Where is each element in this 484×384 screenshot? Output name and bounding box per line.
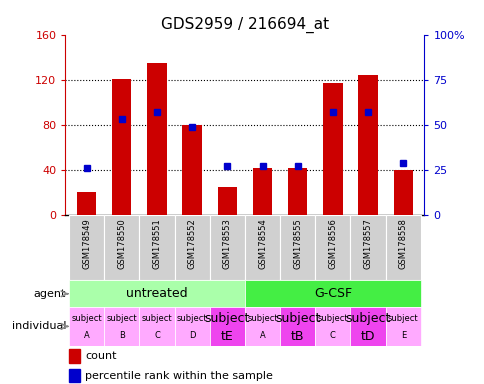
Text: A: A bbox=[84, 331, 89, 341]
Text: B: B bbox=[119, 331, 124, 341]
Bar bbox=[104, 215, 139, 280]
Text: GSM178549: GSM178549 bbox=[82, 218, 91, 269]
Text: GSM178553: GSM178553 bbox=[222, 218, 231, 269]
Bar bbox=[209, 307, 244, 346]
Title: GDS2959 / 216694_at: GDS2959 / 216694_at bbox=[161, 17, 328, 33]
Bar bbox=[244, 280, 420, 307]
Text: tB: tB bbox=[290, 329, 304, 343]
Text: subject: subject bbox=[317, 314, 348, 323]
Text: subject: subject bbox=[345, 312, 390, 325]
Text: tE: tE bbox=[221, 329, 233, 343]
Bar bbox=[280, 215, 315, 280]
Text: GSM178550: GSM178550 bbox=[117, 218, 126, 269]
Text: count: count bbox=[85, 351, 117, 361]
Text: GSM178557: GSM178557 bbox=[363, 218, 372, 269]
Bar bbox=[69, 349, 80, 363]
Text: agent: agent bbox=[34, 289, 66, 299]
Bar bbox=[174, 215, 209, 280]
Bar bbox=[280, 307, 315, 346]
Text: C: C bbox=[154, 331, 160, 341]
Bar bbox=[139, 307, 174, 346]
Bar bbox=[69, 215, 104, 280]
Bar bbox=[358, 75, 377, 215]
Bar bbox=[385, 215, 420, 280]
Text: subject: subject bbox=[71, 314, 102, 323]
Text: subject: subject bbox=[204, 312, 250, 325]
Text: A: A bbox=[259, 331, 265, 341]
Bar bbox=[69, 307, 104, 346]
Bar bbox=[147, 63, 166, 215]
Bar bbox=[217, 187, 237, 215]
Bar bbox=[322, 83, 342, 215]
Text: untreated: untreated bbox=[126, 287, 187, 300]
Text: GSM178556: GSM178556 bbox=[328, 218, 337, 269]
Text: subject: subject bbox=[141, 314, 172, 323]
Text: GSM178558: GSM178558 bbox=[398, 218, 407, 269]
Text: subject: subject bbox=[177, 314, 207, 323]
Bar bbox=[244, 307, 280, 346]
Text: subject: subject bbox=[274, 312, 320, 325]
Text: G-CSF: G-CSF bbox=[313, 287, 351, 300]
Bar bbox=[287, 168, 307, 215]
Text: GSM178551: GSM178551 bbox=[152, 218, 161, 269]
Bar bbox=[139, 215, 174, 280]
Text: GSM178555: GSM178555 bbox=[293, 218, 302, 269]
Text: tD: tD bbox=[360, 329, 375, 343]
Bar bbox=[315, 307, 350, 346]
Text: subject: subject bbox=[387, 314, 418, 323]
Text: E: E bbox=[400, 331, 405, 341]
Bar bbox=[69, 280, 244, 307]
Text: C: C bbox=[329, 331, 335, 341]
Bar bbox=[393, 170, 412, 215]
Bar bbox=[182, 125, 201, 215]
Bar bbox=[77, 192, 96, 215]
Text: percentile rank within the sample: percentile rank within the sample bbox=[85, 371, 272, 381]
Bar bbox=[104, 307, 139, 346]
Bar bbox=[350, 215, 385, 280]
Bar bbox=[315, 215, 350, 280]
Text: GSM178552: GSM178552 bbox=[187, 218, 196, 269]
Bar bbox=[385, 307, 420, 346]
Bar bbox=[244, 215, 280, 280]
Bar bbox=[209, 215, 244, 280]
Bar bbox=[350, 307, 385, 346]
Text: D: D bbox=[188, 331, 195, 341]
Text: GSM178554: GSM178554 bbox=[257, 218, 267, 269]
Bar bbox=[69, 369, 80, 382]
Text: subject: subject bbox=[247, 314, 277, 323]
Text: individual: individual bbox=[12, 321, 66, 331]
Text: subject: subject bbox=[106, 314, 137, 323]
Bar bbox=[174, 307, 209, 346]
Bar bbox=[112, 79, 131, 215]
Bar bbox=[252, 168, 272, 215]
